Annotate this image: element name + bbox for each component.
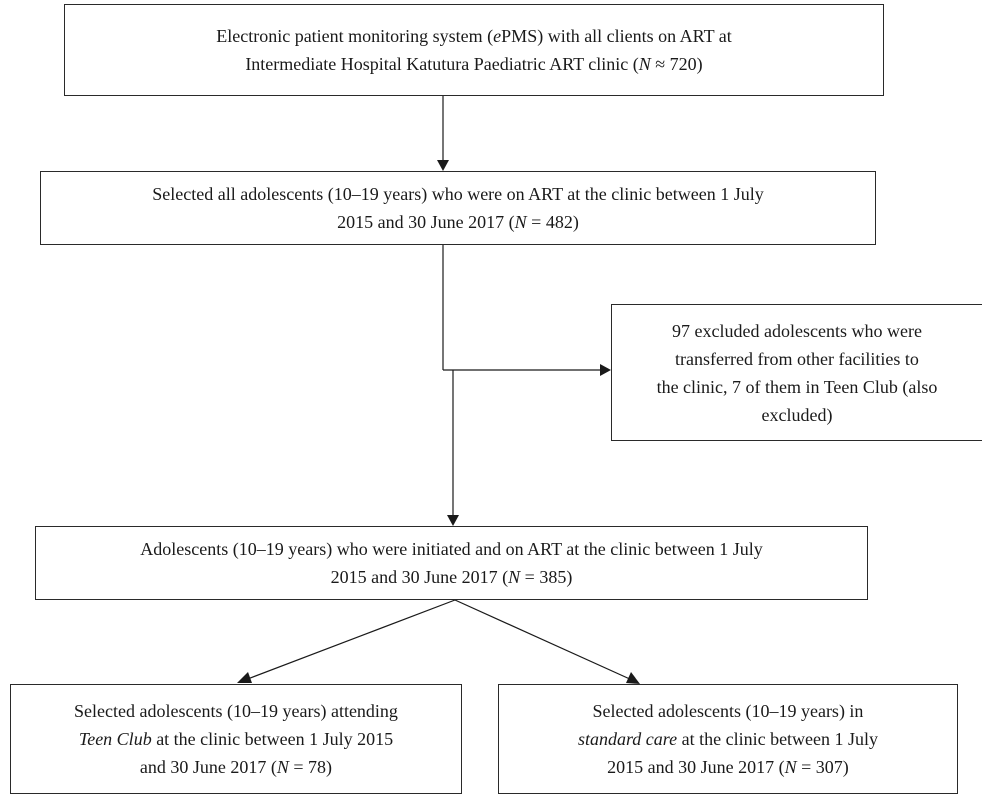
epms-text: Electronic patient monitoring system (eP… [216,22,732,78]
initiated-line2: 2015 and 30 June 2017 (N = 385) [140,563,762,591]
standard-care-line2-b: at the clinic between 1 July [677,729,879,749]
initiated-line2-a: 2015 and 30 June 2017 ( [330,567,509,587]
teen-club-line3: and 30 June 2017 (N = 78) [74,753,398,781]
teen-club-line2-b: at the clinic between 1 July 2015 [151,729,394,749]
epms-line2-b: ≈ 720) [650,54,703,74]
standard-care-line3: 2015 and 30 June 2017 (N = 307) [578,753,878,781]
epms-line2-a: Intermediate Hospital Katutura Paediatri… [245,54,639,74]
selected-all-text: Selected all adolescents (10–19 years) w… [152,180,763,236]
excluded-line4: excluded) [761,404,833,425]
standard-care-line1: Selected adolescents (10–19 years) in [592,701,864,721]
excluded-line3: the clinic, 7 of them in Teen Club (also [656,376,938,397]
selected-all-line1: Selected all adolescents (10–19 years) w… [152,184,764,204]
arrow-to-initiated [447,370,459,526]
epms-line2: Intermediate Hospital Katutura Paediatri… [216,50,732,78]
initiated-line1: Adolescents (10–19 years) who were initi… [140,539,763,559]
standard-care-box: Selected adolescents (10–19 years) in st… [498,684,958,794]
teen-club-line3-a: and 30 June 2017 ( [139,757,277,777]
teen-club-line1: Selected adolescents (10–19 years) atten… [74,701,398,721]
initiated-text: Adolescents (10–19 years) who were initi… [140,535,762,591]
excluded-box: 97 excluded adolescents who were transfe… [611,304,982,441]
initiated-n-symbol: N [508,567,521,587]
excluded-line2: transferred from other facilities to [675,348,919,369]
teen-club-line2: Teen Club at the clinic between 1 July 2… [74,725,398,753]
excluded-text: 97 excluded adolescents who were transfe… [657,317,938,429]
epms-line1-b: PMS) with all clients on ART at [501,26,732,46]
excluded-line1: 97 excluded adolescents who were [672,320,922,341]
epms-line1-a: Electronic patient monitoring system ( [216,26,494,46]
selected-all-line2-b: = 482) [526,212,579,232]
epms-line1: Electronic patient monitoring system (eP… [216,22,732,50]
standard-care-n-symbol: N [784,757,797,777]
teen-club-n-symbol: N [276,757,289,777]
selected-all-n-symbol: N [514,212,527,232]
arrow-to-excluded [443,364,611,376]
teen-club-box: Selected adolescents (10–19 years) atten… [10,684,462,794]
epms-box: Electronic patient monitoring system (eP… [64,4,884,96]
standard-care-italic: standard care [577,729,678,749]
standard-care-line3-b: = 307) [796,757,849,777]
teen-club-line3-b: = 78) [288,757,333,777]
teen-club-italic: Teen Club [78,729,152,749]
initiated-line2-b: = 385) [520,567,573,587]
arrow-to-standard-care [454,599,640,684]
standard-care-line3-a: 2015 and 30 June 2017 ( [607,757,785,777]
selected-all-line2: 2015 and 30 June 2017 (N = 482) [152,208,763,236]
standard-care-text: Selected adolescents (10–19 years) in st… [578,697,878,781]
epms-line1-italic: e [493,26,502,46]
initiated-box: Adolescents (10–19 years) who were initi… [35,526,868,600]
arrow-epms-to-selected [437,96,449,171]
teen-club-text: Selected adolescents (10–19 years) atten… [74,697,398,781]
selected-all-line2-a: 2015 and 30 June 2017 ( [337,212,515,232]
selected-all-box: Selected all adolescents (10–19 years) w… [40,171,876,245]
arrow-to-teen-club [237,599,456,683]
epms-n-symbol: N [638,54,651,74]
standard-care-line2: standard care at the clinic between 1 Ju… [578,725,878,753]
